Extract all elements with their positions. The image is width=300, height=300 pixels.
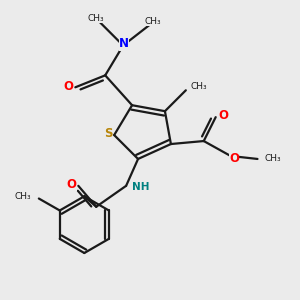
Text: CH₃: CH₃ bbox=[88, 14, 105, 22]
Text: O: O bbox=[63, 80, 73, 93]
Text: N: N bbox=[119, 38, 129, 50]
Text: NH: NH bbox=[132, 182, 150, 192]
Text: CH₃: CH₃ bbox=[15, 192, 32, 201]
Text: S: S bbox=[104, 127, 113, 140]
Text: O: O bbox=[218, 109, 228, 122]
Text: CH₃: CH₃ bbox=[145, 16, 161, 26]
Text: O: O bbox=[229, 152, 239, 165]
Text: CH₃: CH₃ bbox=[190, 82, 207, 91]
Text: CH₃: CH₃ bbox=[265, 154, 282, 164]
Text: O: O bbox=[67, 178, 77, 191]
